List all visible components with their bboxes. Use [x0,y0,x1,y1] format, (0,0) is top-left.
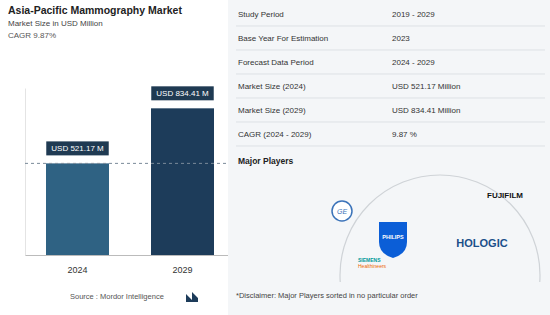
source-logo [186,292,198,302]
x-tick-label: 2029 [172,265,192,275]
table-separator [236,26,545,27]
player-logo: FUJIFILM [487,191,523,200]
bar [46,163,109,255]
logo-shape [186,292,198,302]
table-value: 2023 [392,34,410,43]
reference-line [25,163,235,164]
y-axis [25,89,26,256]
logo-text: GE [337,208,347,215]
chart-title: Asia-Pacific Mammography Market [8,4,182,16]
player-logo: PHILIPS [379,222,407,258]
bar [151,108,214,255]
table-label: Base Year For Estimation [238,34,328,43]
table-separator [236,122,545,123]
bars [46,108,214,255]
table-separator [236,74,545,75]
table-value: 2024 - 2029 [392,58,435,67]
logo-text: SIEMENSHealthineers [358,257,387,269]
table-label: Forecast Data Period [238,58,314,67]
logo-badge [332,201,352,221]
table-value: 2019 - 2029 [392,10,435,19]
y-axis-line [25,89,26,256]
annotation: CAGR 9.87% [8,31,56,40]
logo-text: HOLOGIC [456,237,507,249]
disclaimer: *Disclaimer: Major Players sorted in no … [236,291,418,300]
table-separator [236,50,545,51]
player-logo: HOLOGIC [456,237,507,249]
table-value: 9.87 % [392,130,417,139]
data-label-group: USD 521.17 M [46,141,108,155]
logo-badge [379,222,407,258]
player-logo: GE [332,201,352,221]
data-label-box [151,86,213,100]
logo-text: PHILIPS [382,234,404,240]
logo-text-part: Healthineers [358,263,387,269]
source: Source : Mordor Intelligence [70,292,164,301]
x-tick: 2029 [172,255,192,275]
data-label-box [46,141,108,155]
table-label: Market Size (2024) [238,82,306,91]
x-tick: 2024 [67,255,87,275]
chart-subtitle: Market Size in USD Million [8,19,103,28]
table-value: USD 834.41 Million [392,106,460,115]
table-label: Study Period [238,10,284,19]
x-axis: 2024 2029 [26,255,236,275]
players-arc [340,175,540,282]
data-label-group: USD 834.41 M [151,86,213,100]
info-panel [228,0,550,315]
player-logo: SIEMENSHealthineers [358,257,387,269]
table-separator [236,146,545,147]
table-separator [236,98,545,99]
logo-text: FUJIFILM [487,191,523,200]
data-label: USD 834.41 M [156,89,209,98]
table-label: Market Size (2029) [238,106,306,115]
x-axis-line [26,255,236,256]
canvas: Asia-Pacific Mammography Market Market Si… [0,0,550,315]
table-label: CAGR (2024 - 2029) [238,130,312,139]
players-title: Major Players [238,156,294,166]
table-value: USD 521.17 Million [392,82,460,91]
x-tick-label: 2024 [67,265,87,275]
data-label: USD 521.17 M [51,144,104,153]
